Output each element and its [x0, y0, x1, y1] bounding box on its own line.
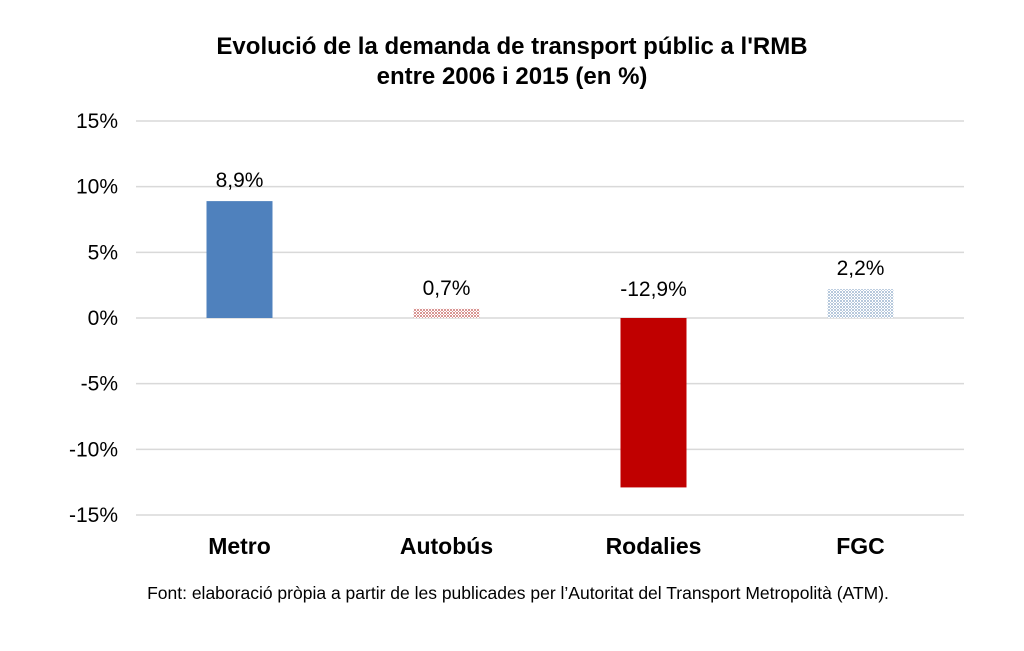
gridlines — [136, 120, 964, 516]
y-tick-label: -15% — [69, 504, 118, 527]
data-label: 0,7% — [423, 277, 471, 300]
source-note: Font: elaboració pròpia a partir de les … — [147, 583, 889, 603]
x-category-label: Autobús — [400, 533, 493, 559]
bar-fgc — [827, 289, 894, 318]
x-axis-category-labels: Metro Autobús Rodalies FGC — [208, 533, 885, 559]
y-tick-label: -10% — [69, 438, 118, 461]
y-tick-label: 10% — [76, 176, 118, 199]
chart-title-line-1: Evolució de la demanda de transport públ… — [216, 33, 807, 60]
y-tick-label: 15% — [76, 110, 118, 133]
y-tick-label: 0% — [88, 307, 118, 330]
chart-title: Evolució de la demanda de transport públ… — [216, 33, 807, 90]
bar-metro — [206, 201, 273, 318]
chart-title-line-2: entre 2006 i 2015 (en %) — [377, 63, 648, 90]
y-tick-label: 5% — [88, 241, 118, 264]
data-label: 8,9% — [216, 169, 264, 192]
bar-autob-s — [413, 308, 480, 318]
data-labels: 8,9% 0,7% -12,9% 2,2% — [216, 169, 885, 301]
data-label: 2,2% — [837, 257, 885, 280]
bars — [206, 201, 894, 488]
y-axis-tick-labels: 15% 10% 5% 0% -5% -10% -15% — [69, 110, 118, 527]
x-category-label: Rodalies — [606, 533, 702, 559]
data-label: -12,9% — [620, 278, 687, 301]
x-category-label: FGC — [836, 533, 885, 559]
x-category-label: Metro — [208, 533, 271, 559]
bar-rodalies — [620, 318, 687, 488]
y-tick-label: -5% — [81, 373, 118, 396]
